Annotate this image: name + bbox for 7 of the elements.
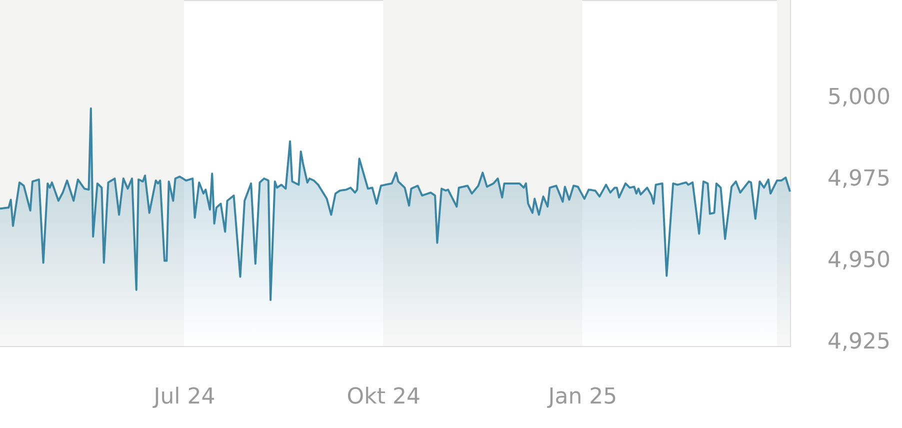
y-tick-label: 4,925 bbox=[828, 330, 890, 355]
x-tick-label: Jul 24 bbox=[152, 384, 216, 410]
x-tick-label: Jan 25 bbox=[546, 384, 618, 410]
y-tick-label: 4,950 bbox=[828, 248, 890, 273]
y-tick-label: 5,000 bbox=[828, 84, 890, 110]
y-tick-label: 4,975 bbox=[828, 166, 890, 192]
x-tick-label: Okt 24 bbox=[346, 384, 420, 410]
